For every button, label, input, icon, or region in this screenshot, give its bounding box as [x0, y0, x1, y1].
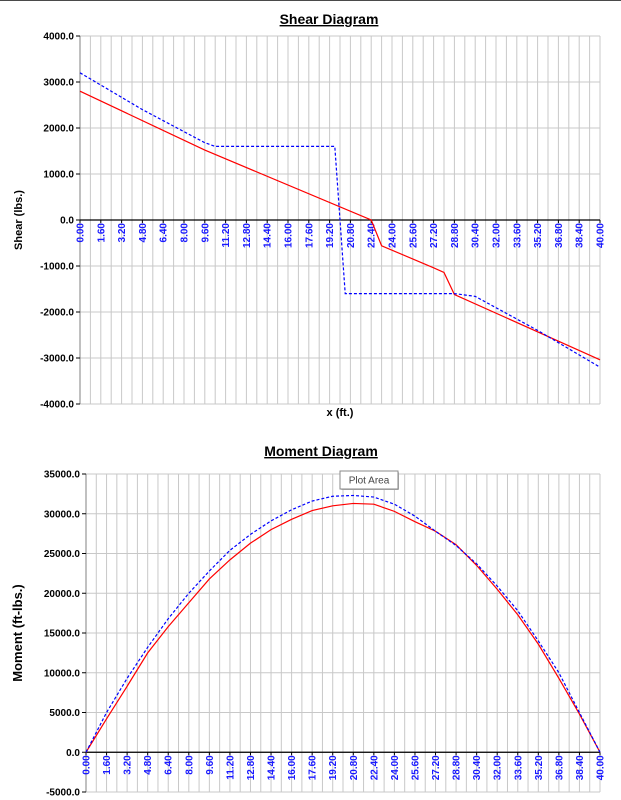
- y-tick-label: 2000.0: [43, 124, 74, 135]
- x-tick-label: 12.80: [242, 223, 253, 248]
- x-tick-label: 14.40: [267, 755, 278, 780]
- x-tick-label: 36.80: [554, 223, 565, 248]
- y-tick-label: -3000.0: [40, 354, 74, 365]
- tooltip-box: [339, 470, 399, 490]
- x-tick-label: 4.80: [143, 755, 154, 775]
- moment-chart: Moment Diagram 35000.0 30000.0 25000.0 20000…: [10, 443, 607, 799]
- x-tick-label: 17.60: [304, 223, 315, 248]
- x-tick-label: 33.60: [513, 755, 524, 780]
- x-tick-label: 8.00: [184, 755, 195, 775]
- x-tick-label: 8.00: [180, 223, 191, 243]
- y-tick-label: -4000.0: [40, 400, 74, 411]
- x-tick-label: 6.40: [159, 223, 170, 243]
- shear-chart: Shear Diagram 4000.0 3000.0 2000.0 1000.0 0.0…: [13, 11, 607, 419]
- y-tick-label: 1000.0: [43, 170, 74, 181]
- y-tick-label: 0.0: [66, 748, 80, 759]
- tooltip-label: Plot Area: [349, 476, 390, 487]
- x-axis-label: x (ft.): [327, 407, 354, 419]
- x-tick-label: 14.40: [263, 223, 274, 248]
- x-tick-label: 40.00: [596, 223, 607, 248]
- x-tick-label: 1.60: [96, 223, 107, 243]
- chart-title: Shear Diagram: [280, 11, 379, 27]
- series-line-solid: [85, 502, 601, 753]
- x-tick-label: 28.80: [450, 223, 461, 248]
- x-tick-label: 27.20: [429, 223, 440, 248]
- x-tick-label: 35.20: [533, 223, 544, 248]
- x-tick-label: 30.40: [471, 223, 482, 248]
- x-tick-label: 24.00: [390, 755, 401, 780]
- y-tick-label: 20000.0: [44, 589, 81, 600]
- x-tick-label: 0.00: [76, 223, 87, 243]
- y-axis-label: Shear (lbs.): [13, 190, 25, 250]
- x-tick-label: 12.80: [246, 755, 257, 780]
- x-tick-label: 35.20: [534, 755, 545, 780]
- x-tick-label: 16.00: [284, 223, 295, 248]
- x-tick-label: 32.00: [493, 755, 504, 780]
- x-tick-label: 1.60: [102, 755, 113, 775]
- y-tick-label: -5000.0: [46, 788, 80, 799]
- y-tick-label: 25000.0: [44, 549, 81, 560]
- x-tick-label: 20.80: [349, 755, 360, 780]
- x-tick-label: 6.40: [164, 755, 175, 775]
- x-tick-label: 4.80: [138, 223, 149, 243]
- series-line-dashed: [79, 72, 601, 368]
- y-tick-label: 35000.0: [44, 470, 81, 481]
- x-tick-label: 25.60: [408, 223, 419, 248]
- x-tick-label: 33.60: [512, 223, 523, 248]
- y-tick-label: 0.0: [60, 216, 74, 227]
- x-tick-label: 20.80: [346, 223, 357, 248]
- x-tick-label: 32.00: [492, 223, 503, 248]
- series-line-solid: [79, 90, 601, 361]
- y-tick-label: -2000.0: [40, 308, 74, 319]
- top-border-line: [0, 0, 621, 1]
- y-tick-label: 3000.0: [43, 78, 74, 89]
- y-tick-label: 4000.0: [43, 32, 74, 43]
- series-line-dashed: [85, 494, 601, 753]
- x-tick-label: 24.00: [388, 223, 399, 248]
- x-tick-label: 25.60: [410, 755, 421, 780]
- y-tick-label: -1000.0: [40, 262, 74, 273]
- chart-title: Moment Diagram: [264, 443, 378, 459]
- x-tick-label: 9.60: [200, 223, 211, 243]
- x-tick-label: 17.60: [308, 755, 319, 780]
- x-tick-label: 9.60: [205, 755, 216, 775]
- x-tick-label: 22.40: [369, 755, 380, 780]
- y-tick-label: 15000.0: [44, 629, 81, 640]
- y-tick-label: 30000.0: [44, 509, 81, 520]
- x-tick-label: 40.00: [596, 755, 607, 780]
- x-tick-label: 16.00: [287, 755, 298, 780]
- x-tick-label: 3.20: [123, 755, 134, 775]
- x-tick-label: 30.40: [472, 755, 483, 780]
- x-tick-label: 36.80: [554, 755, 565, 780]
- x-tick-label: 38.40: [575, 223, 586, 248]
- x-tick-label: 3.20: [117, 223, 128, 243]
- x-tick-label: 22.40: [367, 223, 378, 248]
- y-tick-label: 10000.0: [44, 668, 81, 679]
- x-tick-label: 11.20: [221, 223, 232, 248]
- x-tick-label: 19.20: [328, 755, 339, 780]
- x-tick-label: 38.40: [575, 755, 586, 780]
- x-tick-label: 11.20: [225, 755, 236, 780]
- x-tick-label: 27.20: [431, 755, 442, 780]
- x-tick-label: 0.00: [82, 755, 93, 775]
- y-tick-label: 5000.0: [49, 708, 80, 719]
- x-tick-label: 19.20: [325, 223, 336, 248]
- y-axis-label: Moment (ft-lbs.): [10, 584, 25, 681]
- x-tick-label: 28.80: [452, 755, 463, 780]
